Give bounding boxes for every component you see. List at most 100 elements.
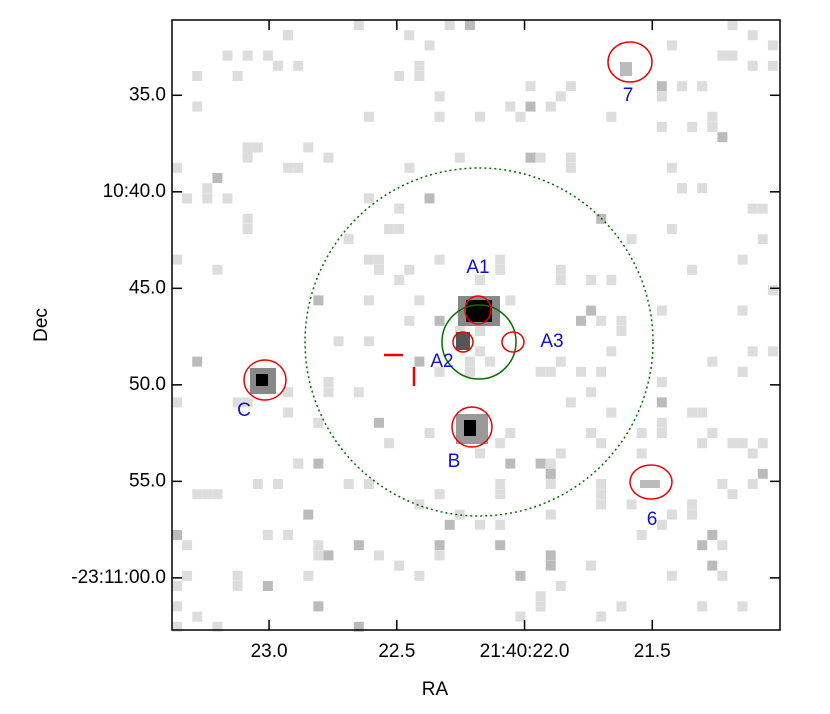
noise-pixel [192,101,203,112]
noise-pixel [273,479,283,489]
noise-pixel [394,203,405,214]
y-tick-label: 10:40.0 [103,181,166,202]
noise-pixel [727,438,738,449]
noise-pixel [495,519,506,530]
noise-pixel [262,50,273,61]
noise-pixel [747,203,758,214]
noise-pixel [525,81,536,92]
noise-pixel [262,581,273,591]
noise-pixel [182,540,193,551]
noise-pixel [404,30,415,41]
noise-pixel [656,397,667,408]
noise-pixel [666,509,677,520]
noise-pixel [434,366,445,377]
noise-pixel [475,346,485,357]
noise-pixel [677,183,687,194]
noise-pixel [414,499,425,510]
noise-pixel [222,50,233,61]
noise-pixel [242,152,253,163]
noise-pixel [515,611,526,622]
noise-pixel [303,570,314,581]
noise-pixel [626,499,637,510]
y-tick-label: -23:11:00.0 [71,567,166,588]
noise-pixel [767,60,778,71]
noise-pixel [363,336,374,347]
noise-pixel [737,366,748,377]
noise-pixel [404,162,415,173]
noise-pixel [545,509,556,520]
noise-pixel [333,336,344,347]
noise-pixel [323,152,334,163]
noise-pixel [576,366,586,377]
noise-pixel [525,152,536,163]
noise-pixel [687,509,698,520]
noise-pixel [505,428,516,438]
noise-pixel [353,20,364,30]
noise-pixel [363,295,374,306]
noise-pixel [444,20,455,30]
noise-pixel [374,550,384,561]
noise-pixel [606,407,617,418]
noise-pixel [565,397,576,408]
error-circle [441,304,517,380]
noise-pixel [656,417,667,428]
noise-pixel [596,438,607,449]
noise-pixel [606,346,617,357]
noise-pixel [576,315,586,326]
noise-pixel [596,611,607,622]
source-pixels [256,374,268,386]
noise-pixel [353,540,364,551]
noise-pixel [323,377,334,387]
contour [243,359,287,401]
noise-pixel [697,183,708,194]
noise-pixel [515,570,526,581]
noise-pixel [414,60,425,71]
noise-pixel [747,448,758,459]
noise-pixel [515,111,526,122]
noise-pixel [313,458,324,469]
noise-pixel [656,91,667,102]
noise-pixel [192,611,203,622]
noise-pixel [232,570,243,581]
noise-pixel [414,570,425,581]
noise-pixel [747,346,758,357]
noise-pixel [707,428,718,438]
noise-pixel [616,601,627,612]
source-label: A3 [540,331,563,352]
noise-pixel [313,417,324,428]
noise-pixel [323,550,334,561]
noise-pixel [303,142,314,153]
noise-pixel [394,71,405,81]
noise-pixel [414,356,425,367]
noise-pixel [464,356,475,367]
source-pixels [620,62,632,76]
noise-pixel [636,530,647,540]
source-pixels [456,332,470,350]
noise-pixel [475,519,485,530]
noise-pixel [757,234,768,245]
noise-pixel [555,91,566,102]
noise-pixel [767,346,778,357]
noise-pixel [283,407,294,418]
noise-pixel [697,438,708,449]
x-tick-label: 21:40:22.0 [480,641,570,662]
noise-pixel [586,428,597,438]
noise-pixel [687,499,698,510]
noise-pixel [596,366,607,377]
noise-pixel [737,254,748,265]
noise-pixel [505,295,516,306]
x-tick-label: 23.0 [251,641,288,662]
noise-pixel [172,162,182,173]
noise-pixel [212,621,223,632]
noise-pixel [656,428,667,438]
noise-pixel [697,540,708,551]
noise-pixel [717,50,728,61]
noise-pixel [172,601,182,612]
noise-pixel [363,479,374,489]
noise-pixel [434,540,445,551]
noise-pixel [535,601,546,612]
noise-pixel [384,438,395,449]
noise-pixel [434,91,445,102]
noise-pixel [454,326,465,336]
noise-pixel [293,60,304,71]
